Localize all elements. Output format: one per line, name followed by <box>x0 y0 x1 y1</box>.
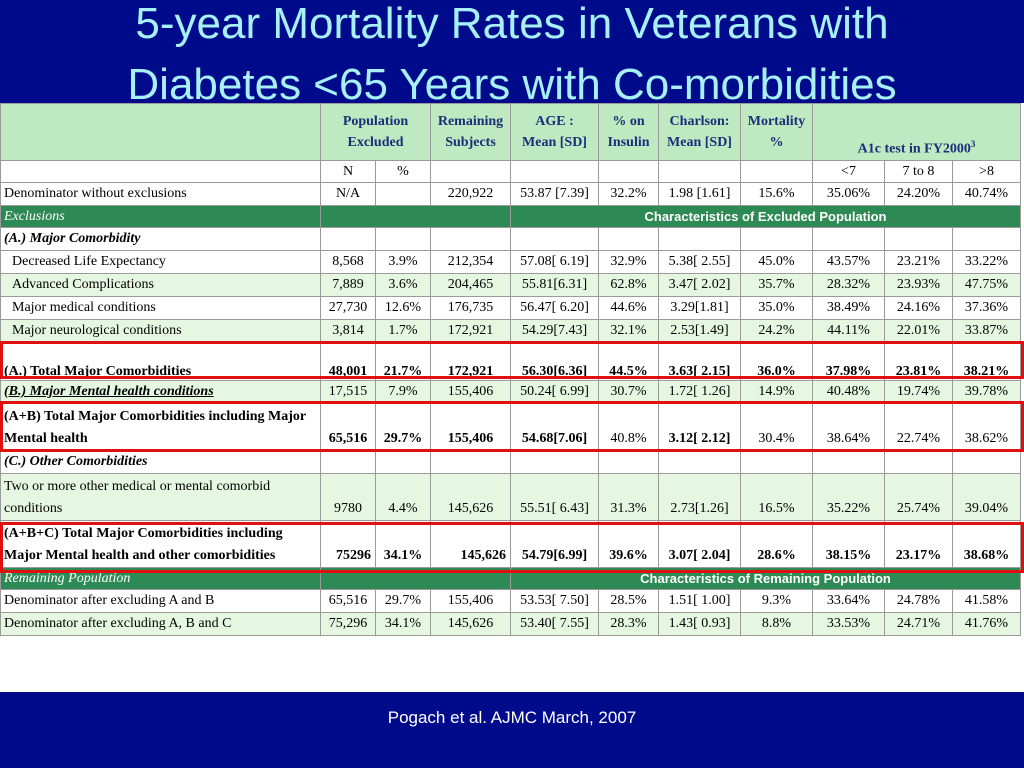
unit-lt7: <7 <box>812 160 885 183</box>
a1c-footnote-marker: 3 <box>970 139 976 150</box>
section-remaining: Remaining Population Characteristics of … <box>0 567 1021 590</box>
table-row: Decreased Life Expectancy 8,568 3.9% 212,3… <box>0 250 1021 274</box>
table-row: Denominator after excluding A, B and C 7… <box>0 612 1021 636</box>
citation: Pogach et al. AJMC March, 2007 <box>387 708 637 727</box>
table-row: (C.) Other Comorbidities <box>0 450 1021 474</box>
unit-7to8: 7 to 8 <box>884 160 953 183</box>
table-row: Denominator after excluding A and B 65,5… <box>0 589 1021 613</box>
header-remaining-subjects: Remaining Subjects <box>430 103 511 161</box>
unit-gt8: >8 <box>952 160 1021 183</box>
table-row: Major neurological conditions 3,814 1.7% 1… <box>0 319 1021 343</box>
header-population-excluded: Population Excluded <box>320 103 431 161</box>
header-a1c: A1c test in FY20003 <box>812 103 1021 161</box>
title-line-2: Diabetes <65 Years with Co-morbidities <box>127 60 897 109</box>
table-row: Two or more other medical or mental como… <box>0 473 1021 521</box>
table-row: (B.) Major Mental health conditions 17,5… <box>0 380 1021 404</box>
header-age: AGE : Mean [SD] <box>510 103 599 161</box>
table-row: Denominator without exclusions N/A 220,92… <box>0 182 1021 206</box>
header-blank <box>0 103 321 161</box>
table-row-total-a: (A.) Total Major Comorbidities 48,001 21.… <box>0 342 1021 381</box>
unit-percent: % <box>375 160 431 183</box>
units-row: N % <7 7 to 8 >8 <box>0 160 1021 183</box>
header-insulin: % on Insulin <box>598 103 659 161</box>
header-mortality: Mortality% <box>740 103 813 161</box>
mortality-table: Population Excluded Remaining Subjects AGE… <box>0 103 1021 636</box>
section-exclusions: Exclusions Characteristics of Excluded P… <box>0 205 1021 228</box>
header-row: Population Excluded Remaining Subjects AGE… <box>0 103 1021 161</box>
remaining-band: Characteristics of Remaining Population <box>510 567 1021 590</box>
unit-n: N <box>320 160 376 183</box>
title-line-1: 5-year Mortality Rates in Veterans with <box>135 0 889 48</box>
table-row: Major medical conditions 27,730 12.6% 176,… <box>0 296 1021 320</box>
table-row: (A.) Major Comorbidity <box>0 227 1021 251</box>
table-row-total-ab: (A+B) Total Major Comorbidities includin… <box>0 403 1021 451</box>
excluded-band: Characteristics of Excluded Population <box>510 205 1021 228</box>
table-row-total-abc: (A+B+C) Total Major Comorbidities includ… <box>0 520 1021 568</box>
table-row: Advanced Complications 7,889 3.6% 204,465 5… <box>0 273 1021 297</box>
header-charlson: Charlson: Mean [SD] <box>658 103 741 161</box>
table-panel: Population Excluded Remaining Subjects AGE… <box>0 103 1024 692</box>
